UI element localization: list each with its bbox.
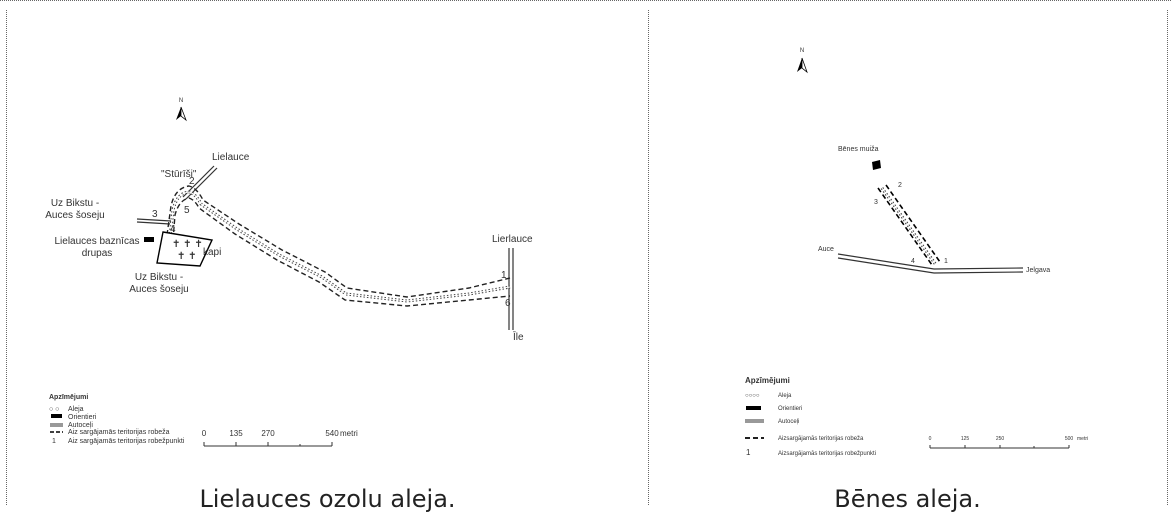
svg-text:Orientieri: Orientieri <box>778 406 802 412</box>
svg-text:Orientieri: Orientieri <box>68 414 97 421</box>
lielauce-map-panel: N ✝ ✝ ✝ ✝ ✝ Lielauce "Stūrīši" Uz Bikstu… <box>6 10 649 513</box>
lielauce-caption: Lielauces ozolu aleja. <box>199 485 456 513</box>
svg-text:1: 1 <box>52 438 56 445</box>
svg-text:drupas: drupas <box>82 248 113 259</box>
svg-text:Aleja: Aleja <box>68 406 84 413</box>
place-kapi: kapi <box>203 247 221 258</box>
svg-text:540: 540 <box>325 429 339 438</box>
svg-text:N: N <box>800 48 804 54</box>
bene-caption: Bēnes aleja. <box>834 485 981 513</box>
point-2: 2 <box>189 176 195 187</box>
svg-text:Aiz sargājamās teritorijas rob: Aiz sargājamās teritorijas robežpunkti <box>68 438 185 445</box>
place-lierlauce: Lierlauce <box>492 234 533 245</box>
svg-text:○○○○: ○○○○ <box>745 393 760 399</box>
manor-marker <box>872 160 881 170</box>
road <box>837 253 1024 274</box>
svg-text:○ ○: ○ ○ <box>49 406 59 413</box>
svg-text:135: 135 <box>229 429 243 438</box>
svg-text:Aizsargājamās teritorijas robe: Aizsargājamās teritorijas robežpunkti <box>778 451 876 457</box>
svg-text:Autoceļi: Autoceļi <box>68 422 93 429</box>
svg-text:0: 0 <box>202 429 207 438</box>
svg-text:1: 1 <box>746 448 751 457</box>
svg-text:✝ ✝ ✝: ✝ ✝ ✝ <box>172 239 203 250</box>
page-top-border <box>0 0 1171 1</box>
cemetery: ✝ ✝ ✝ ✝ ✝ <box>156 231 214 267</box>
lielauce-map: N ✝ ✝ ✝ ✝ ✝ Lielauce "Stūrīši" Uz Bikstu… <box>45 98 533 447</box>
bene-map: N Bēnes muiža Auce Jelgava 1 2 3 4 Apzīm… <box>745 48 1088 457</box>
point-3: 3 <box>152 209 158 220</box>
point-2: 2 <box>898 182 902 189</box>
svg-text:Auces šoseju: Auces šoseju <box>45 210 104 221</box>
svg-text:metri: metri <box>340 429 358 438</box>
point-4: 4 <box>170 224 176 235</box>
svg-text:Aleja: Aleja <box>778 393 792 399</box>
north-arrow-icon: N <box>176 98 187 122</box>
point-5: 5 <box>184 205 190 216</box>
svg-text:Autoceļi: Autoceļi <box>778 419 799 425</box>
place-church-ruins: Lielauces baznīcas <box>54 236 139 247</box>
place-bene-muiza: Bēnes muiža <box>838 146 879 153</box>
svg-text:500: 500 <box>1065 436 1074 442</box>
svg-text:125: 125 <box>961 436 970 442</box>
svg-text:250: 250 <box>996 436 1005 442</box>
bene-map-panel: N Bēnes muiža Auce Jelgava 1 2 3 4 Apzīm… <box>648 10 1168 513</box>
roads <box>136 165 514 330</box>
svg-text:270: 270 <box>261 429 275 438</box>
scale-bar: 0 125 250 500 metri <box>929 436 1088 449</box>
legend: Apzīmējumi ○ ○ Aleja Orientieri Autoceļi… <box>49 394 185 445</box>
svg-text:Aiz sargājamās teritorijas rob: Aiz sargājamās teritorijas robeža <box>68 429 170 436</box>
north-arrow-icon: N <box>797 48 808 74</box>
point-3: 3 <box>874 199 878 206</box>
protected-boundary <box>166 185 511 307</box>
church-ruin-marker <box>144 237 154 242</box>
svg-text:metri: metri <box>1077 436 1088 442</box>
svg-text:✝ ✝: ✝ ✝ <box>177 251 197 262</box>
place-jelgava: Jelgava <box>1026 267 1050 274</box>
svg-text:Auces šoseju: Auces šoseju <box>129 284 188 295</box>
scale-bar: 0 135 270 540 metri <box>202 429 358 447</box>
place-uz-bikstu-north: Uz Bikstu - <box>51 198 99 209</box>
place-auce: Auce <box>818 246 834 253</box>
svg-text:Aizsargājamās teritorijas robe: Aizsargājamās teritorijas robeža <box>778 436 864 442</box>
place-ile: Īle <box>513 331 524 343</box>
point-1: 1 <box>501 270 507 281</box>
legend: Apzīmējumi ○○○○ Aleja Orientieri Autoceļ… <box>745 376 876 457</box>
point-4: 4 <box>911 258 915 265</box>
point-6: 6 <box>505 298 511 309</box>
place-uz-bikstu-south: Uz Bikstu - <box>135 272 183 283</box>
place-lielauce: Lielauce <box>212 152 250 163</box>
svg-text:N: N <box>179 98 183 104</box>
svg-text:Apzīmējumi: Apzīmējumi <box>49 394 88 401</box>
point-1: 1 <box>944 258 948 265</box>
place-sturisi: "Stūrīši" <box>161 169 197 180</box>
svg-text:0: 0 <box>929 436 932 442</box>
svg-text:Apzīmējumi: Apzīmējumi <box>745 376 790 385</box>
